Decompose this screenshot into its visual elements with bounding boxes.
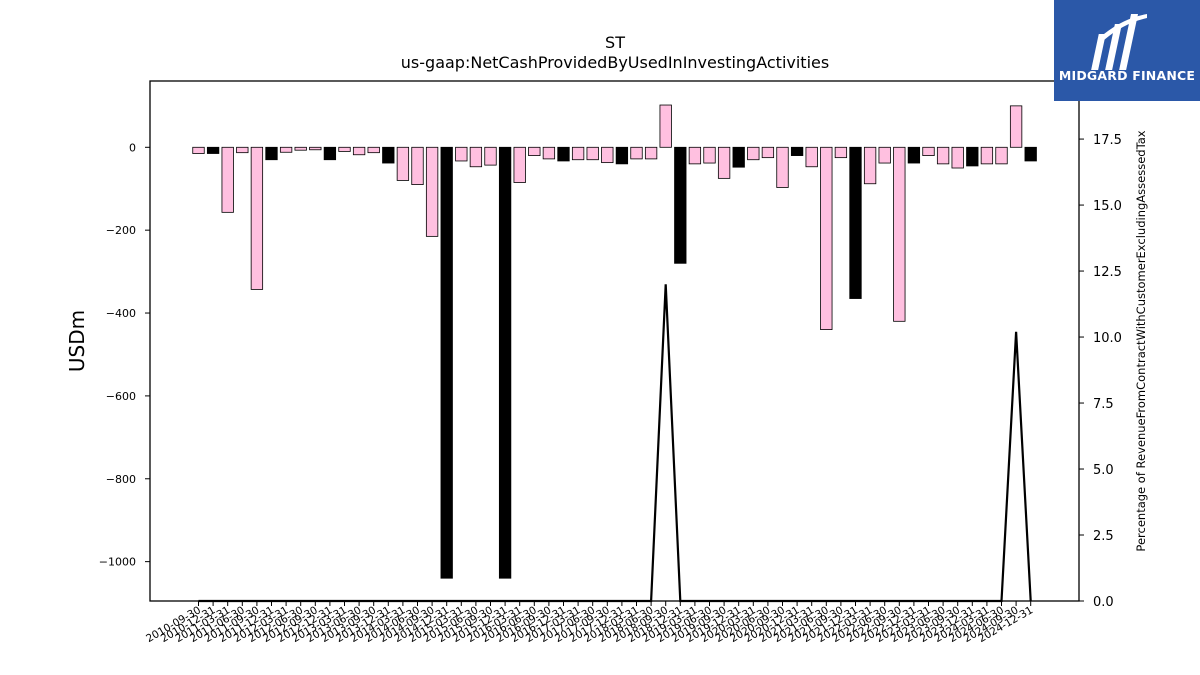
bar-2023-03-31 [922,146,935,156]
bar-2019-12-31 [732,146,745,168]
y2-tick-label: 0.0 [1093,595,1114,610]
y-axis-label: USDm [65,310,89,372]
bar-2016-03-31 [513,146,526,183]
y2-tick-label: 12.5 [1093,265,1122,280]
bar-2011-06-30 [236,146,249,154]
bar-2014-03-31 [396,146,410,181]
y2-tick-label: 17.5 [1093,133,1122,148]
bar-2023-06-30 [936,146,950,165]
bar-2016-12-31 [557,146,570,162]
y-tick-label: 0 [129,141,136,154]
y2-tick-label: 2.5 [1093,529,1114,544]
bar-2022-03-31 [863,146,877,185]
bar-2019-09-30 [717,146,731,179]
bar-2017-09-30 [601,146,614,164]
y2-axis-label: Percentage of RevenueFromContractWithCus… [1134,130,1148,551]
bar-2013-12-31 [382,146,395,164]
bar-2021-06-30 [820,146,833,330]
bar-2021-09-30 [834,146,848,159]
bar-2015-06-30 [469,146,483,168]
bar-2015-09-30 [484,146,497,166]
y-axis-right: 0.0 2.5 5.0 7.5 10.0 12.5 15.0 17.5 [1079,133,1122,610]
bar-2020-03-31 [747,146,760,161]
bar-2023-12-31 [966,146,979,167]
bar-2018-12-31 [674,146,687,264]
y2-tick-label: 7.5 [1093,397,1114,412]
secondary-line-series [198,284,1032,603]
bar-2013-06-30 [352,146,366,156]
y-tick-label: −200 [106,224,136,237]
y-tick-label: −1000 [99,556,136,569]
brand-logo: MIDGARD FINANCE [1054,0,1200,101]
bar-2013-03-31 [338,146,351,152]
chart-subtitle: us-gaap:NetCashProvidedByUsedInInvesting… [401,53,829,72]
bar-2020-12-31 [790,146,804,156]
bar-2024-03-31 [980,146,994,165]
bar-2012-09-30 [309,146,322,151]
x-axis: 2010-09-302010-12-312011-03-312011-06-30… [144,601,1035,645]
bar-2019-06-30 [703,146,716,164]
bar-2014-12-31 [440,146,453,579]
bar-2020-09-30 [776,146,789,188]
y-tick-label: −600 [106,390,136,403]
secondary-line [198,284,1032,603]
bar-2015-03-31 [455,146,468,162]
bar-2024-09-30 [1009,105,1023,148]
y-tick-label: −800 [106,473,136,486]
bar-2013-09-30 [367,146,380,154]
bar-2010-09-30 [192,146,205,154]
bar-2012-06-30 [294,146,307,151]
bar-2015-12-31 [498,146,512,579]
y2-tick-label: 10.0 [1093,331,1122,346]
bar-2014-06-30 [411,146,424,185]
bar-2020-06-30 [761,146,775,159]
bar-2021-12-31 [849,146,862,299]
bar-2022-06-30 [878,146,891,164]
y-axis-left: 0 −200 −400 −600 −800 −1000 [99,141,150,569]
bar-2014-09-30 [425,146,439,237]
bar-2016-06-30 [528,146,541,156]
bar-2012-12-31 [323,146,337,161]
bar-2011-12-31 [265,146,278,161]
bar-2017-06-30 [586,146,599,161]
bar-2018-03-31 [630,146,643,160]
bar-2018-09-30 [659,104,672,148]
bar-2024-06-30 [995,146,1008,165]
bar-2016-09-30 [542,146,556,160]
y2-tick-label: 5.0 [1093,463,1114,478]
bar-2019-03-31 [688,146,702,165]
bar-2022-09-30 [893,146,906,322]
y2-tick-label: 15.0 [1093,199,1122,214]
plot-frame [149,80,1080,602]
bar-series [192,104,1037,579]
bar-2011-03-31 [221,146,234,213]
bar-2024-12-31 [1024,146,1037,162]
y-tick-label: −400 [106,307,136,320]
bar-2017-12-31 [615,146,629,165]
bar-2022-12-31 [907,146,921,164]
bar-2018-06-30 [644,146,658,160]
chart-title: ST [605,33,625,52]
bar-2023-09-30 [951,146,964,169]
bar-2012-03-31 [279,146,293,153]
brand-logo-text: MIDGARD FINANCE [1058,68,1196,83]
bar-2021-03-31 [805,146,818,168]
bar-2010-12-31 [206,146,220,154]
midgard-m-logo-icon [1091,14,1147,70]
bar-2017-03-31 [571,146,585,161]
bar-2011-09-30 [250,146,264,290]
